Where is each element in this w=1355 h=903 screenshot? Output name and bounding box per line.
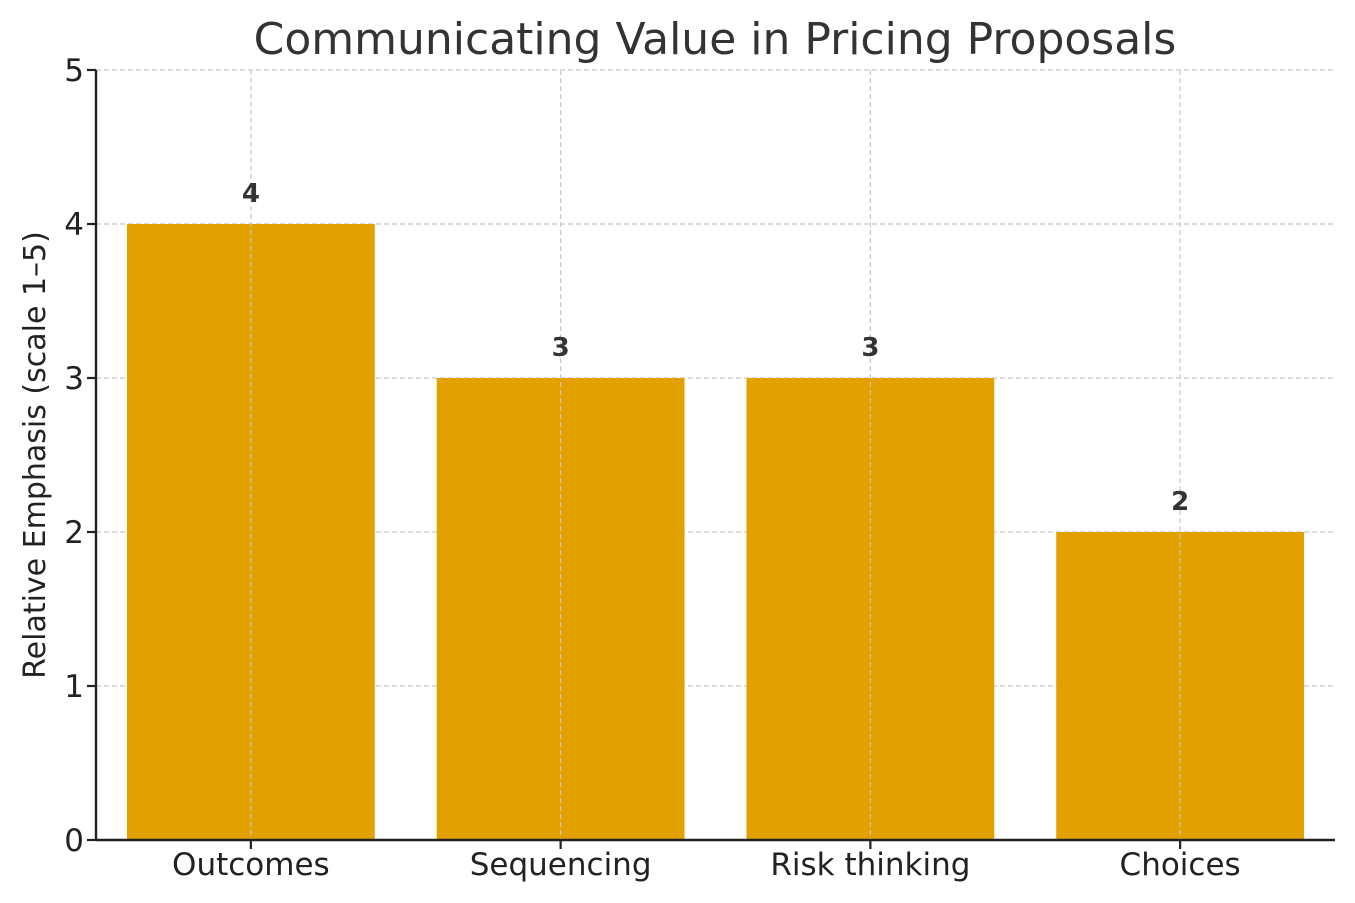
vertical-grid-lines bbox=[250, 70, 1181, 840]
x-tick-label: Choices bbox=[1120, 847, 1241, 883]
axes bbox=[94, 70, 1335, 842]
y-axis-label: Relative Emphasis (scale 1–5) bbox=[18, 231, 53, 679]
y-axis-ticks: 0 1 2 3 4 5 bbox=[64, 53, 96, 859]
x-tick-label: Outcomes bbox=[172, 847, 330, 883]
data-label: 2 bbox=[1171, 487, 1189, 517]
x-tick-label: Sequencing bbox=[470, 847, 652, 883]
chart-title: Communicating Value in Pricing Proposals bbox=[254, 14, 1177, 65]
y-tick-label: 4 bbox=[64, 207, 84, 243]
y-tick-label: 0 bbox=[64, 823, 84, 859]
y-tick-label: 2 bbox=[64, 515, 84, 551]
data-labels: 4 3 3 2 bbox=[242, 179, 1189, 517]
data-label: 4 bbox=[242, 179, 260, 209]
y-tick-label: 3 bbox=[64, 361, 84, 397]
x-axis-ticks: Outcomes Sequencing Risk thinking Choices bbox=[172, 840, 1241, 883]
data-label: 3 bbox=[552, 333, 570, 363]
bar bbox=[126, 224, 375, 840]
data-label: 3 bbox=[861, 333, 879, 363]
y-tick-label: 5 bbox=[64, 53, 84, 89]
x-tick-label: Risk thinking bbox=[770, 847, 970, 883]
y-tick-label: 1 bbox=[64, 669, 84, 705]
